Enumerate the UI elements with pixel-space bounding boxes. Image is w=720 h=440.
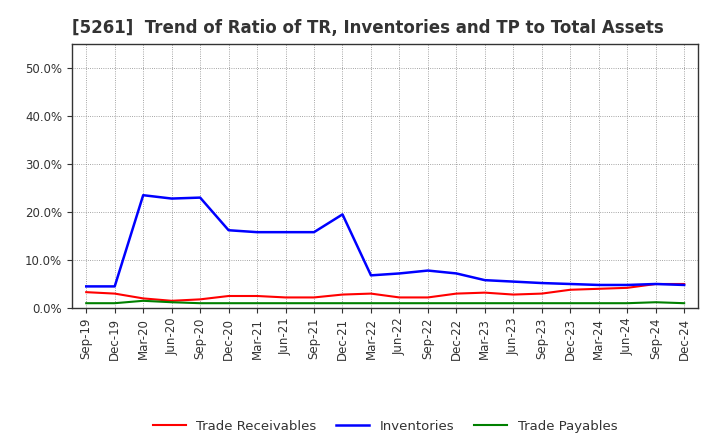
Trade Payables <box>680 301 688 306</box>
Trade Receivables <box>480 290 489 295</box>
Inventories <box>167 196 176 201</box>
Trade Payables <box>338 301 347 306</box>
Trade Receivables <box>423 295 432 300</box>
Line: Trade Receivables: Trade Receivables <box>86 284 684 301</box>
Trade Payables <box>253 301 261 306</box>
Trade Payables <box>623 301 631 306</box>
Trade Receivables <box>225 293 233 299</box>
Inventories <box>282 230 290 235</box>
Inventories <box>452 271 461 276</box>
Trade Receivables <box>623 285 631 290</box>
Trade Payables <box>167 300 176 305</box>
Trade Receivables <box>310 295 318 300</box>
Trade Payables <box>139 298 148 304</box>
Inventories <box>196 195 204 200</box>
Trade Receivables <box>139 296 148 301</box>
Inventories <box>652 281 660 286</box>
Trade Receivables <box>680 281 688 286</box>
Trade Payables <box>423 301 432 306</box>
Trade Receivables <box>366 291 375 296</box>
Trade Payables <box>595 301 603 306</box>
Trade Receivables <box>537 291 546 296</box>
Trade Receivables <box>652 281 660 286</box>
Trade Payables <box>537 301 546 306</box>
Inventories <box>139 193 148 198</box>
Inventories <box>395 271 404 276</box>
Trade Payables <box>282 301 290 306</box>
Trade Payables <box>452 301 461 306</box>
Trade Receivables <box>338 292 347 297</box>
Inventories <box>225 227 233 233</box>
Inventories <box>366 273 375 278</box>
Trade Receivables <box>282 295 290 300</box>
Inventories <box>253 230 261 235</box>
Trade Payables <box>110 301 119 306</box>
Trade Payables <box>566 301 575 306</box>
Trade Receivables <box>595 286 603 291</box>
Trade Payables <box>310 301 318 306</box>
Trade Payables <box>366 301 375 306</box>
Trade Payables <box>480 301 489 306</box>
Trade Receivables <box>566 287 575 293</box>
Inventories <box>623 282 631 288</box>
Inventories <box>537 280 546 286</box>
Trade Payables <box>652 300 660 305</box>
Inventories <box>110 284 119 289</box>
Inventories <box>680 282 688 288</box>
Inventories <box>82 284 91 289</box>
Inventories <box>595 282 603 288</box>
Trade Receivables <box>452 291 461 296</box>
Trade Receivables <box>196 297 204 302</box>
Line: Trade Payables: Trade Payables <box>86 301 684 303</box>
Inventories <box>509 279 518 284</box>
Inventories <box>310 230 318 235</box>
Inventories <box>338 212 347 217</box>
Trade Payables <box>196 301 204 306</box>
Trade Payables <box>225 301 233 306</box>
Text: [5261]  Trend of Ratio of TR, Inventories and TP to Total Assets: [5261] Trend of Ratio of TR, Inventories… <box>72 19 664 37</box>
Trade Receivables <box>110 291 119 296</box>
Trade Receivables <box>253 293 261 299</box>
Trade Payables <box>82 301 91 306</box>
Line: Inventories: Inventories <box>86 195 684 286</box>
Legend: Trade Receivables, Inventories, Trade Payables: Trade Receivables, Inventories, Trade Pa… <box>148 415 623 439</box>
Inventories <box>480 278 489 283</box>
Inventories <box>423 268 432 273</box>
Trade Receivables <box>509 292 518 297</box>
Trade Receivables <box>82 290 91 295</box>
Trade Receivables <box>395 295 404 300</box>
Trade Payables <box>509 301 518 306</box>
Trade Receivables <box>167 298 176 304</box>
Trade Payables <box>395 301 404 306</box>
Inventories <box>566 281 575 286</box>
